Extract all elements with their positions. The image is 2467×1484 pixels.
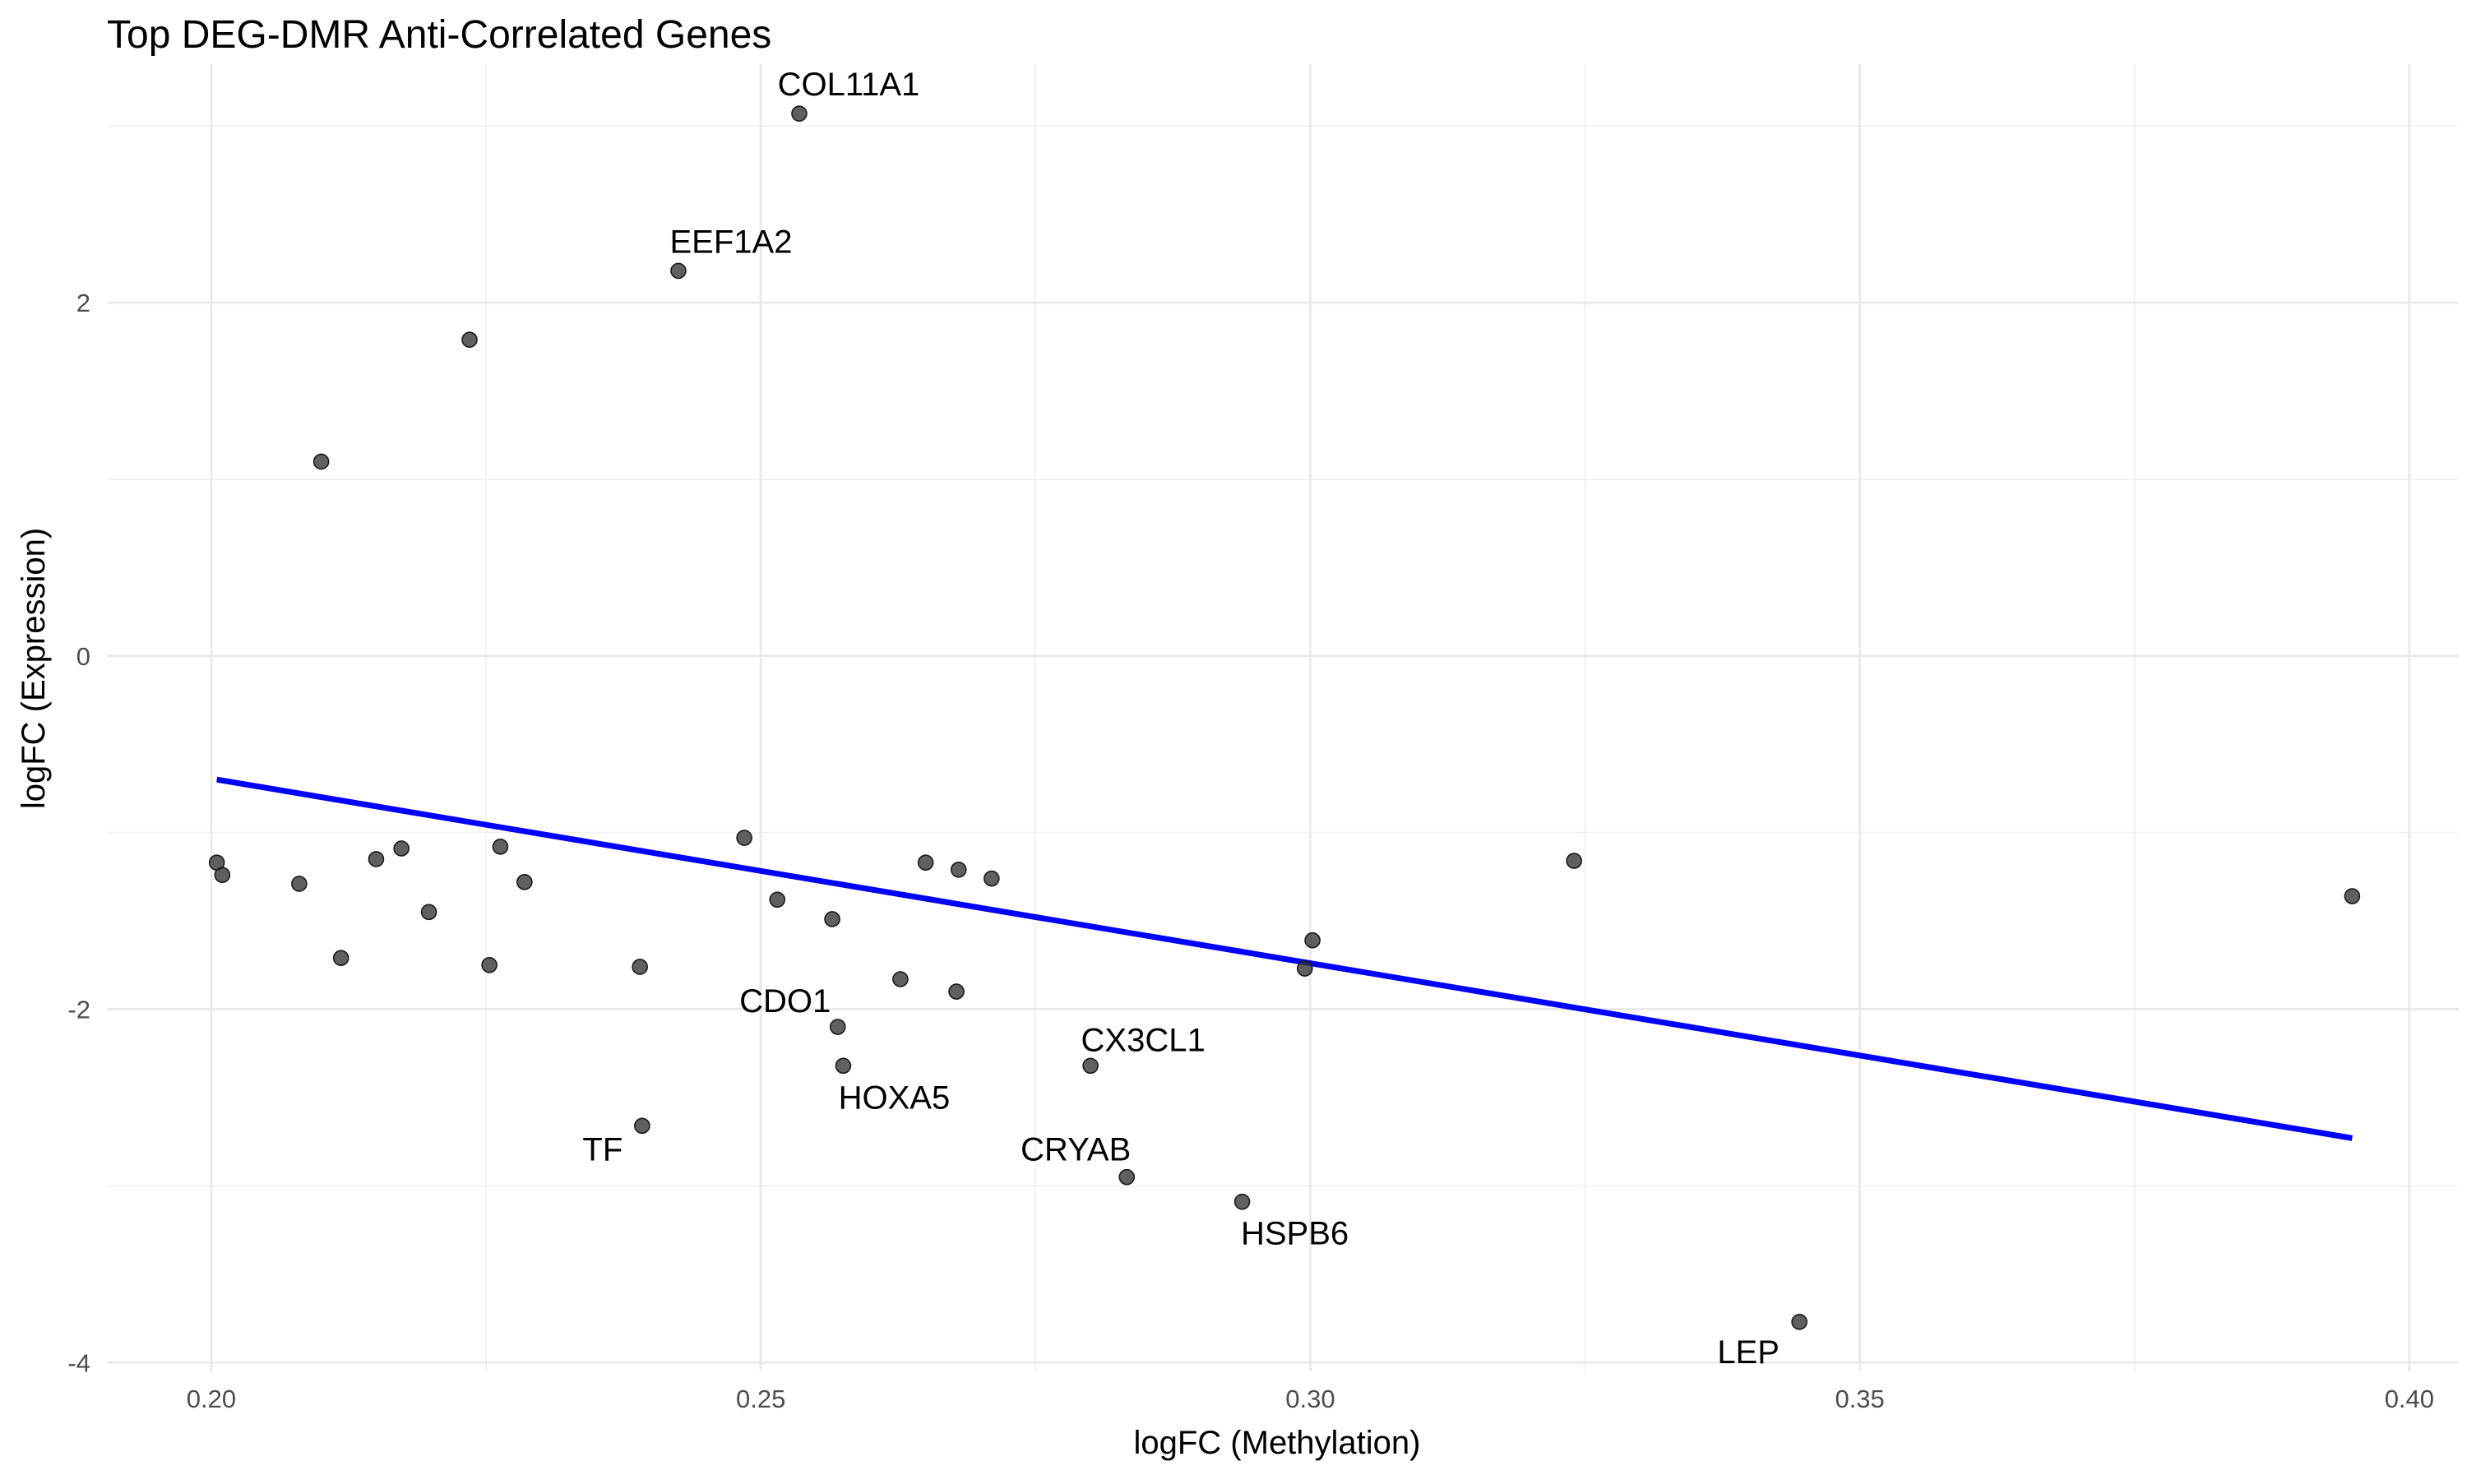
point-label: CRYAB [1021,1132,1131,1168]
scatter-point [670,262,687,280]
scatter-point [332,950,349,967]
scatter-point [948,983,965,1000]
scatter-point [829,1019,846,1035]
x-axis-title: logFC (Methylation) [1133,1425,1420,1461]
scatter-point [312,453,330,470]
scatter-point [824,911,840,927]
x-tick-label: 0.25 [736,1385,785,1413]
scatter-point [769,891,786,908]
y-tick-label: 0 [76,642,90,671]
fit-line-layer [216,776,2353,1141]
point-label: HOXA5 [839,1079,951,1116]
scatter-point [1118,1168,1136,1186]
scatter-point [461,331,478,348]
scatter-point [1791,1314,1807,1330]
scatter-point [634,1117,650,1135]
point-label: COL11A1 [778,67,920,103]
scatter-point [481,957,498,973]
scatter-point [632,959,648,975]
y-axis-title: logFC (Expression) [16,528,52,809]
scatter-point [984,870,1000,887]
y-tick-label: -4 [67,1348,90,1377]
point-label: HSPB6 [1241,1216,1349,1252]
y-tick-label: 2 [76,289,90,317]
scatter-point [2344,888,2361,904]
grid [107,64,2459,1371]
scatter-point [736,830,752,846]
scatter-point [492,839,509,855]
scatter-point [950,861,967,878]
scatter-point [516,874,533,890]
scatter-point [835,1057,852,1075]
scatter-point [892,971,909,987]
x-tick-label: 0.35 [1835,1385,1884,1413]
point-label: CX3CL1 [1081,1022,1206,1058]
x-tick-label: 0.40 [2385,1385,2434,1413]
scatter-point [1566,853,1582,869]
scatter-point [1296,960,1313,977]
tick-labels-layer: 0.20 0.25 0.30 0.35 0.40 -4 -2 0 2 [67,289,2434,1413]
point-label: TF [582,1131,623,1167]
scatter-point [393,840,410,857]
scatter-point [1082,1057,1099,1075]
x-tick-label: 0.30 [1285,1385,1335,1413]
scatter-point [1234,1193,1251,1210]
points-layer [208,105,2361,1330]
point-label: CDO1 [739,983,831,1019]
scatter-point [214,867,231,884]
y-tick-label: -2 [67,996,90,1024]
regression-line [216,776,2353,1141]
scatter-point [791,105,808,122]
point-labels-layer: COL11A1 EEF1A2 TF CDO1 HOXA5 CX3CL1 CRYAB HSPB6… [582,67,1780,1371]
x-tick-label: 0.20 [187,1385,236,1413]
chart-title: Top DEG-DMR Anti-Correlated Genes [107,13,771,57]
scatter-point [917,854,934,871]
scatter-point [1304,932,1321,949]
scatter-point [291,876,308,892]
point-label: EEF1A2 [669,224,792,260]
scatter-point [368,851,385,867]
point-label: LEP [1717,1334,1780,1371]
scatter-point [420,904,437,921]
